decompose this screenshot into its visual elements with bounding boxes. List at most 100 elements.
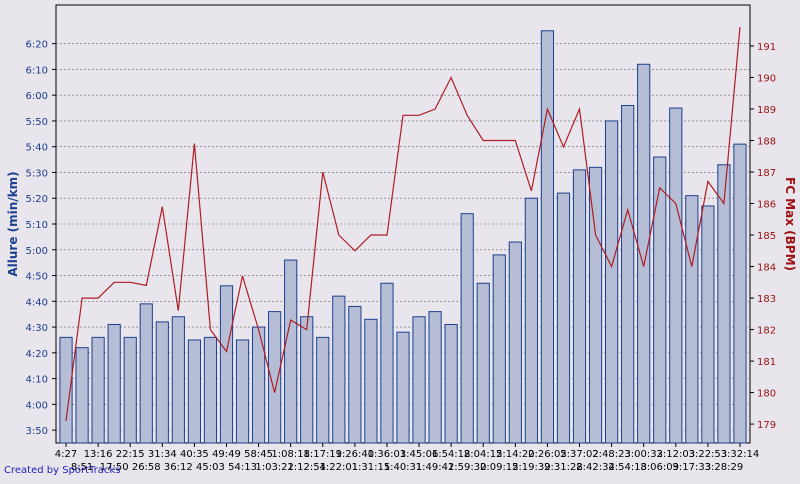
left-tick-label: 5:30 xyxy=(26,168,48,179)
x-tick-label: 26:58 xyxy=(132,462,161,473)
right-tick-label: 179 xyxy=(757,420,776,431)
left-tick-label: 4:00 xyxy=(26,400,48,411)
x-tick-label: 1:36:03 xyxy=(368,449,407,460)
left-tick-label: 5:00 xyxy=(26,246,48,257)
x-tick-label: 36:12 xyxy=(164,462,193,473)
x-tick-label: 1:03:22 xyxy=(255,462,294,473)
x-tick-label: 2:54:18 xyxy=(608,462,647,473)
pace-bar xyxy=(332,295,346,444)
pace-bar xyxy=(139,303,153,444)
pace-bar xyxy=(476,282,490,444)
pace-bar xyxy=(492,254,506,444)
x-tick-label: 4:27 xyxy=(55,449,77,460)
left-tick-label: 5:10 xyxy=(26,220,48,231)
pace-bar xyxy=(572,169,587,444)
x-tick-label: 2:31:28 xyxy=(544,462,583,473)
right-tick-label: 188 xyxy=(757,136,776,147)
left-tick-label: 4:50 xyxy=(26,272,48,283)
x-tick-label: 1:54:18 xyxy=(432,449,471,460)
pace-bar xyxy=(508,241,522,444)
x-tick-label: 1:26:40 xyxy=(336,449,375,460)
right-tick-label: 180 xyxy=(757,389,776,400)
right-tick-label: 185 xyxy=(757,231,776,242)
x-tick-label: 1:08:18 xyxy=(271,449,310,460)
pace-bar xyxy=(187,339,201,444)
right-tick-label: 182 xyxy=(757,326,776,337)
right-tick-label: 187 xyxy=(757,168,776,179)
pace-bar xyxy=(588,166,603,444)
left-tick-label: 5:20 xyxy=(26,194,48,205)
pace-bar xyxy=(75,347,89,444)
x-tick-label: 1:40:31 xyxy=(384,462,423,473)
x-tick-label: 1:17:19 xyxy=(303,449,342,460)
right-tick-label: 184 xyxy=(757,263,776,274)
x-tick-label: 2:04:15 xyxy=(464,449,503,460)
pace-bar xyxy=(733,143,747,444)
x-tick-label: 58:45 xyxy=(244,449,273,460)
pace-bar xyxy=(380,282,394,444)
pace-bar xyxy=(444,323,458,444)
right-tick-label: 181 xyxy=(757,357,776,368)
pace-bar xyxy=(316,336,330,444)
x-tick-label: 45:03 xyxy=(196,462,225,473)
x-tick-label: 54:13 xyxy=(228,462,257,473)
x-tick-label: 1:22:01 xyxy=(320,462,359,473)
left-axis-title: Allure (min/km) xyxy=(6,171,20,276)
x-tick-label: 3:06:09 xyxy=(640,462,679,473)
credit-text: Created by SportTracks xyxy=(4,465,121,476)
x-tick-label: 8:51 xyxy=(71,462,93,473)
pace-bar xyxy=(685,195,699,444)
x-tick-label: 2:48:23 xyxy=(592,449,631,460)
left-tick-label: 4:40 xyxy=(26,297,48,308)
right-tick-label: 183 xyxy=(757,294,776,305)
x-tick-label: 2:42:34 xyxy=(576,462,615,473)
x-tick-label: 3:28:29 xyxy=(705,462,744,473)
pace-bar xyxy=(653,156,667,444)
right-axis-title: FC Max (BPM) xyxy=(783,177,797,271)
left-tick-label: 6:10 xyxy=(26,65,48,76)
x-tick-label: 1:45:06 xyxy=(400,449,439,460)
heartrate-line xyxy=(65,27,741,421)
pace-bar xyxy=(235,339,250,444)
pace-bar xyxy=(637,63,651,444)
x-tick-label: 17:50 xyxy=(100,462,129,473)
x-tick-label: 1:59:30 xyxy=(448,462,487,473)
pace-bar xyxy=(556,192,571,444)
pace-bar xyxy=(155,321,169,444)
right-tick-label: 186 xyxy=(757,200,776,211)
left-tick-label: 3:50 xyxy=(26,426,48,437)
left-tick-label: 4:30 xyxy=(26,323,48,334)
pace-bar xyxy=(396,331,410,444)
x-tick-label: 2:26:05 xyxy=(528,449,567,460)
pace-bar xyxy=(717,164,731,444)
x-tick-label: 3:12:03 xyxy=(657,449,696,460)
pace-bar xyxy=(348,305,362,444)
x-tick-label: 1:49:42 xyxy=(416,462,455,473)
left-tick-label: 4:10 xyxy=(26,375,48,386)
x-tick-label: 2:14:20 xyxy=(496,449,535,460)
pace-bar xyxy=(364,318,378,444)
right-tick-label: 189 xyxy=(757,105,776,116)
pace-bar xyxy=(621,104,635,444)
pace-bar xyxy=(284,259,298,444)
pace-bar xyxy=(460,213,474,444)
left-tick-label: 6:00 xyxy=(26,91,48,102)
left-tick-label: 4:20 xyxy=(26,349,48,360)
pace-bar xyxy=(605,120,619,444)
pace-bar xyxy=(219,285,234,444)
pace-bar xyxy=(524,197,538,444)
x-tick-label: 3:22:53 xyxy=(689,449,728,460)
x-tick-label: 1:31:15 xyxy=(352,462,391,473)
x-tick-label: 1:12:54 xyxy=(287,462,326,473)
x-tick-label: 3:00:32 xyxy=(624,449,663,460)
x-tick-label: 31:34 xyxy=(148,449,177,460)
pace-bar xyxy=(428,311,442,444)
pace-bar xyxy=(540,30,555,444)
right-tick-label: 190 xyxy=(757,73,776,84)
x-tick-label: 2:37:02 xyxy=(560,449,599,460)
x-tick-label: 49:49 xyxy=(212,449,241,460)
pace-bar xyxy=(701,205,715,444)
pace-bar xyxy=(669,107,683,444)
